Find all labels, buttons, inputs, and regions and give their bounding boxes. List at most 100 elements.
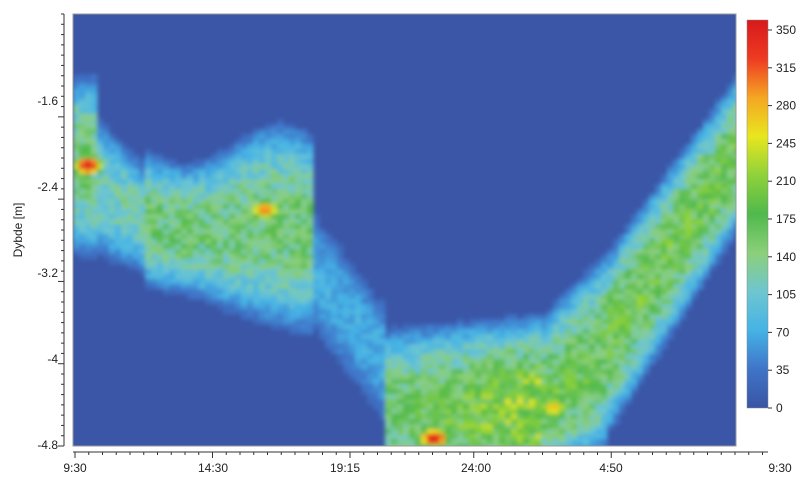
- heatmap-cell-815: [241, 159, 248, 165]
- heatmap-cell-813: [241, 149, 248, 155]
- heatmap-cell-2426: [577, 349, 584, 355]
- heatmap-cell-1768: [433, 349, 440, 355]
- heatmap-cell-1714: [421, 329, 428, 335]
- heatmap-cell-2853: [649, 224, 656, 230]
- heatmap-cell-631: [205, 229, 212, 235]
- heatmap-cell-68: [79, 234, 86, 240]
- heatmap-cell-768: [229, 279, 236, 285]
- heatmap-cell-734: [223, 279, 230, 285]
- heatmap-cell-656: [211, 204, 218, 210]
- heatmap-cell-3255: [721, 124, 728, 130]
- heatmap-cell-1062: [277, 214, 284, 220]
- heatmap-cell-1560: [379, 394, 386, 400]
- heatmap-cell-1616: [397, 339, 404, 345]
- heatmap-cell-851: [247, 154, 254, 160]
- heatmap-cell-2384: [571, 309, 578, 315]
- heatmap-cell-1846: [451, 364, 458, 370]
- heatmap-cell-373: [145, 284, 152, 290]
- heatmap-cell-1934: [469, 419, 476, 425]
- heatmap-cell-1008: [271, 154, 278, 160]
- heatmap-cell-791: [235, 219, 242, 225]
- heatmap-cell-2453: [583, 304, 590, 310]
- heatmap-cell-940: [259, 214, 266, 220]
- heatmap-cell-162: [97, 194, 104, 200]
- heatmap-cell-446: [163, 249, 170, 255]
- heatmap-cell-2334: [559, 384, 566, 390]
- heatmap-cell-124: [91, 144, 98, 150]
- heatmap-cell-1164: [289, 314, 296, 320]
- heatmap-cell-2557: [601, 254, 608, 260]
- heatmap-cell-2970: [667, 259, 674, 265]
- heatmap-cell-1650: [403, 384, 410, 390]
- heatmap-cell-1703: [415, 399, 422, 405]
- heatmap-cell-996: [265, 294, 272, 300]
- heatmap-cell-1839: [451, 329, 458, 335]
- heatmap-cell-2376: [565, 434, 572, 440]
- heatmap-cell-1211: [301, 139, 308, 145]
- heatmap-cell-322: [133, 264, 140, 270]
- heatmap-cell-1735: [421, 434, 428, 440]
- heatmap-cell-623: [205, 189, 212, 195]
- heatmap-cell-1510: [367, 359, 374, 365]
- heatmap-cell-3234: [715, 189, 722, 195]
- heatmap-cell-2385: [571, 314, 578, 320]
- heatmap-cell-920: [253, 309, 260, 315]
- heatmap-cell-2839: [643, 334, 650, 340]
- heatmap-cell-638: [205, 264, 212, 270]
- heatmap-cell-3002: [673, 239, 680, 245]
- heatmap-cell-1321: [319, 269, 326, 275]
- heatmap-cell-1982: [481, 399, 488, 405]
- heatmap-cell-3285: [727, 104, 734, 110]
- heatmap-cell-2895: [655, 254, 662, 260]
- heatmap-cell-1536: [373, 384, 380, 390]
- heatmap-cell-2580: [601, 369, 608, 375]
- heatmap-cell-2741: [631, 214, 638, 220]
- heatmap-cell-258: [121, 174, 128, 180]
- heatmap-cell-188: [103, 194, 110, 200]
- heatmap-cell-619: [205, 169, 212, 175]
- heatmap-cell-1434: [349, 294, 356, 300]
- heatmap-cell-3237: [715, 204, 722, 210]
- heatmap-cell-1554: [379, 364, 386, 370]
- heatmap-cell-670: [211, 274, 218, 280]
- heatmap-cell-999: [265, 309, 272, 315]
- heatmap-cell-2495: [589, 329, 596, 335]
- heatmap-cell-2078: [505, 354, 512, 360]
- heatmap-cell-3039: [679, 244, 686, 250]
- heatmap-cell-2732: [625, 359, 632, 365]
- heatmap-cell-2417: [577, 304, 584, 310]
- heatmap-cell-3297: [727, 164, 734, 170]
- heatmap-cell-1564: [379, 414, 386, 420]
- heatmap-cell-717: [223, 194, 230, 200]
- heatmap-cell-1049: [277, 149, 284, 155]
- heatmap-cell-2096: [505, 444, 512, 446]
- heatmap-cell-3270: [721, 199, 728, 205]
- heatmap-cell-1877: [457, 389, 464, 395]
- heatmap-cell-1157: [289, 279, 296, 285]
- heatmap-cell-2686: [619, 319, 626, 325]
- heatmap-cell-1807: [439, 419, 446, 425]
- heatmap-cell-658: [211, 214, 218, 220]
- heatmap-cell-2594: [601, 439, 608, 445]
- heatmap-cell-678: [217, 159, 224, 165]
- heatmap-cell-2028: [493, 369, 500, 375]
- heatmap-cell-1621: [397, 364, 404, 370]
- heatmap-cell-1736: [421, 439, 428, 445]
- heatmap-cell-1134: [289, 164, 296, 170]
- heatmap-cell-2590: [601, 419, 608, 425]
- heatmap-cell-2128: [517, 339, 524, 345]
- heatmap-cell-405: [157, 174, 164, 180]
- heatmap-cell-1040: [271, 314, 278, 320]
- heatmap-cell-2165: [523, 389, 530, 395]
- heatmap-cell-419: [157, 244, 164, 250]
- heatmap-cell-1663: [409, 324, 416, 330]
- heatmap-cell-210: [109, 179, 116, 185]
- heatmap-cell-2135: [517, 374, 524, 380]
- heatmap-cell-1156: [289, 274, 296, 280]
- heatmap-cell-863: [247, 214, 254, 220]
- heatmap-cell-462: [169, 194, 176, 200]
- heatmap-cell-436: [163, 199, 170, 205]
- heatmap-cell-334: [139, 214, 146, 220]
- heatmap-cell-2674: [619, 259, 626, 265]
- heatmap-cell-1965: [475, 444, 482, 446]
